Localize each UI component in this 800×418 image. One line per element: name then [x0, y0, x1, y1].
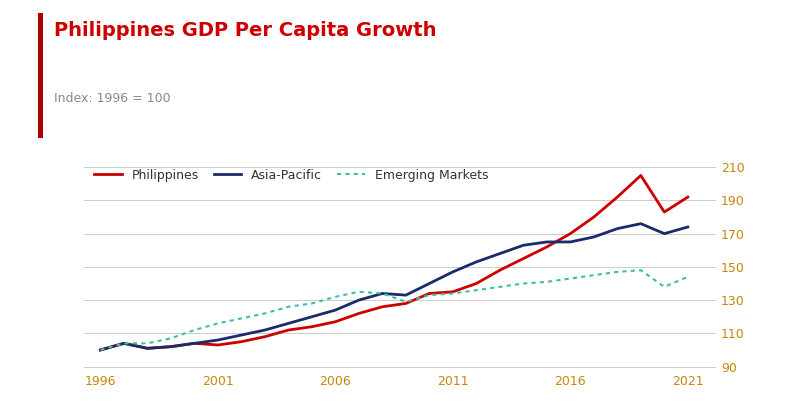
- Text: Index: 1996 = 100: Index: 1996 = 100: [54, 92, 170, 105]
- Text: Philippines GDP Per Capita Growth: Philippines GDP Per Capita Growth: [54, 21, 436, 40]
- Legend: Philippines, Asia-Pacific, Emerging Markets: Philippines, Asia-Pacific, Emerging Mark…: [90, 165, 492, 186]
